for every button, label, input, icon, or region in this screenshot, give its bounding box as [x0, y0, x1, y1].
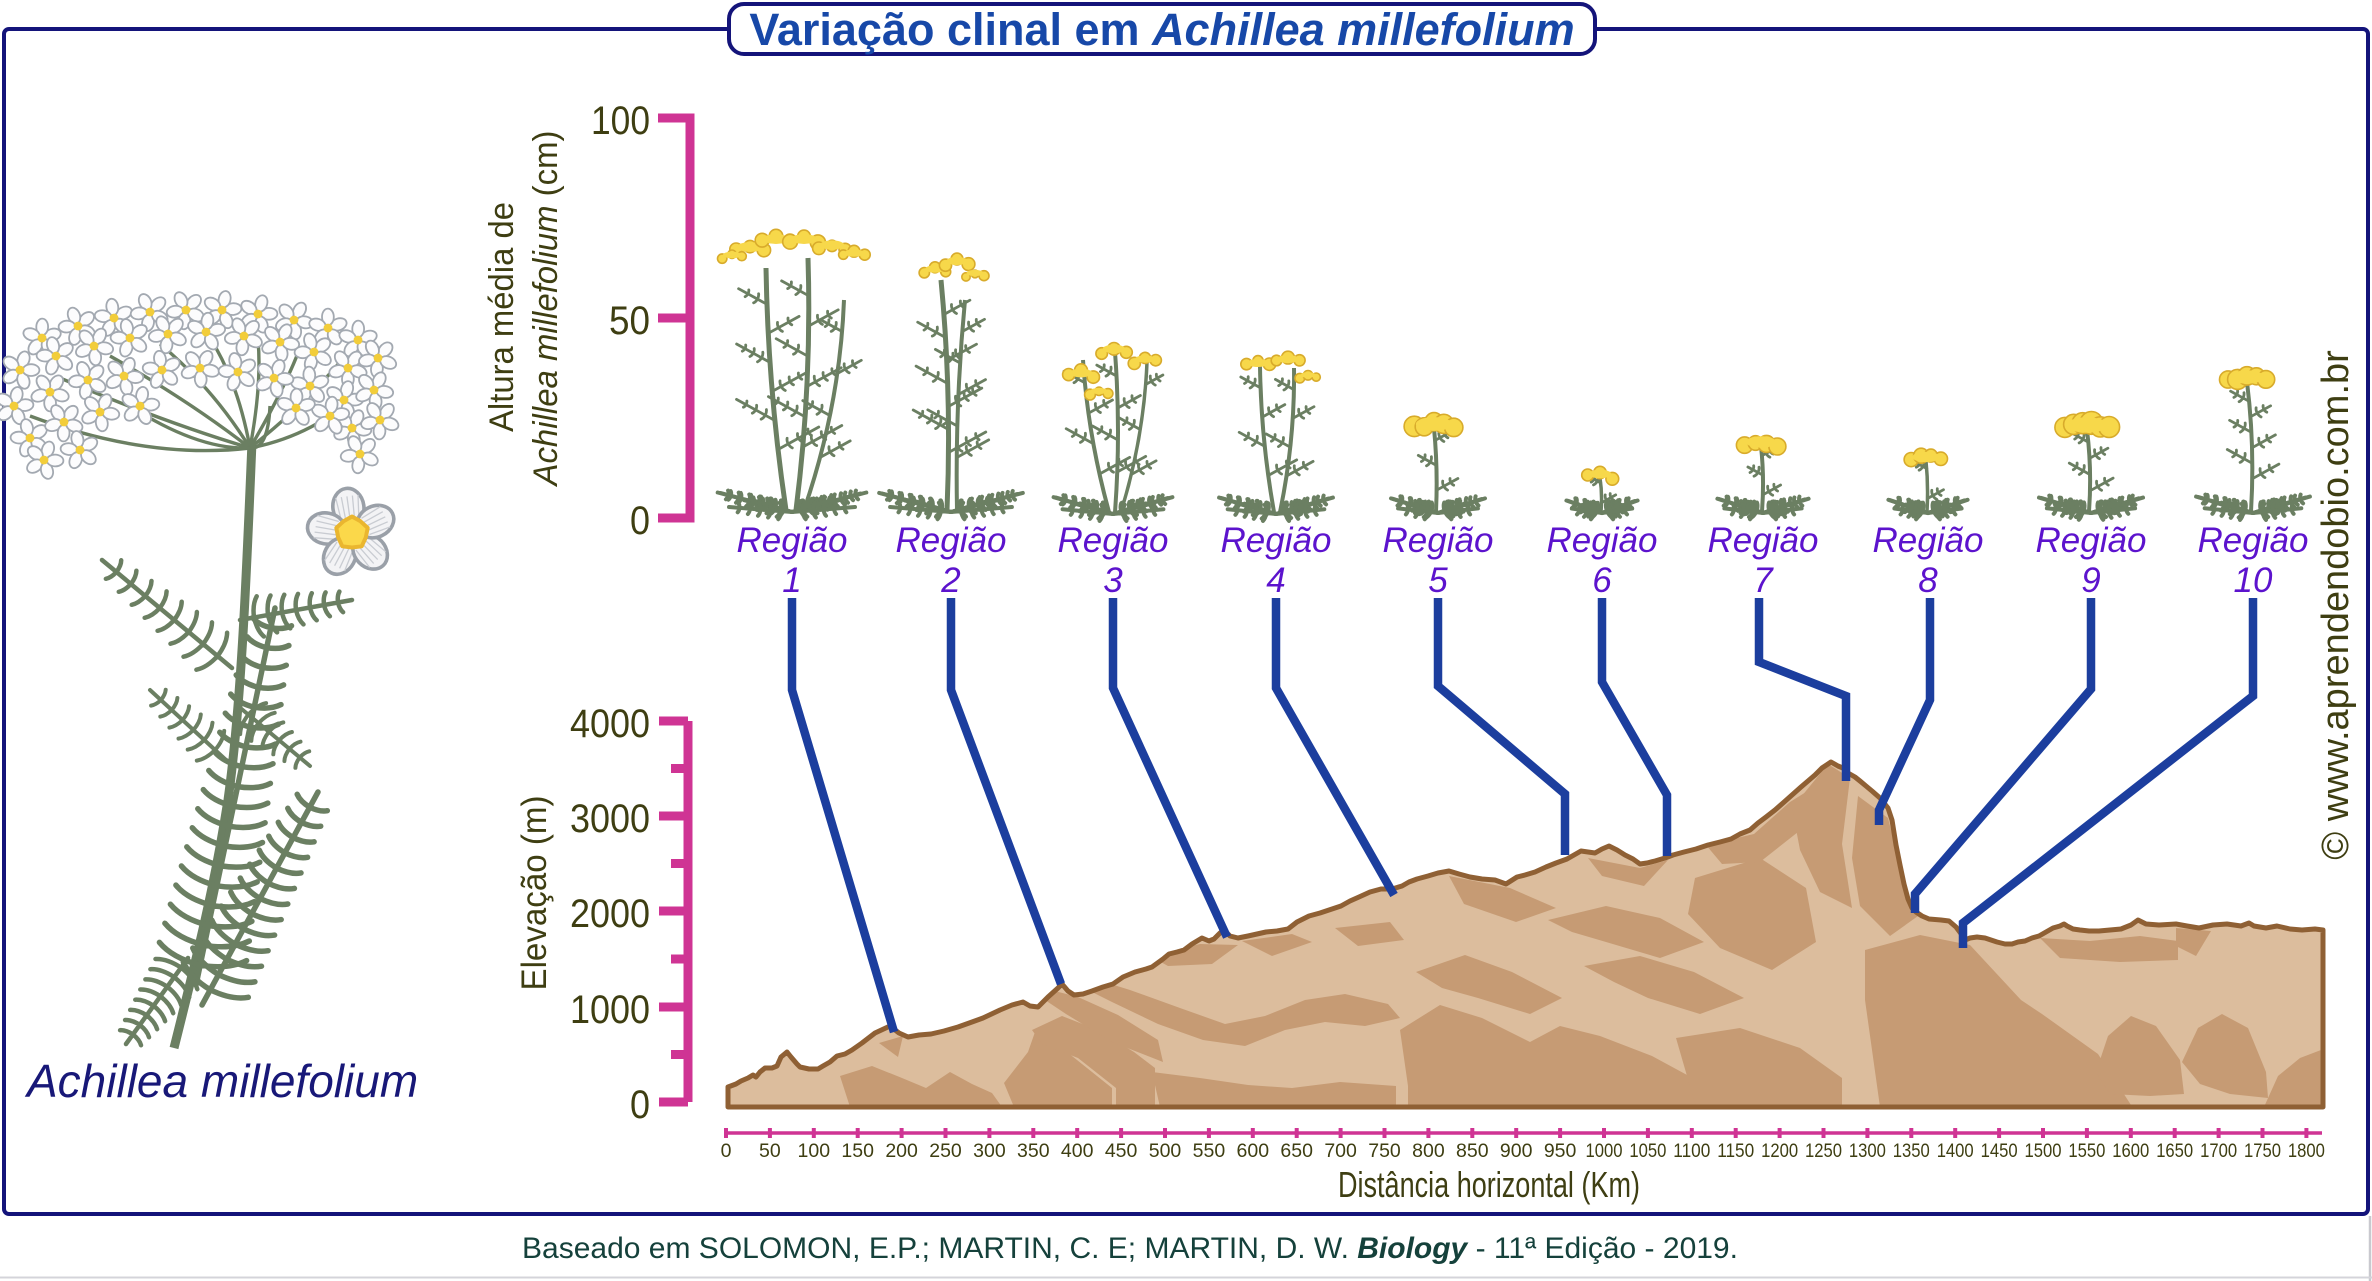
- svg-text:800: 800: [1412, 1140, 1445, 1162]
- svg-text:400: 400: [1061, 1140, 1094, 1162]
- svg-text:950: 950: [1544, 1140, 1577, 1162]
- svg-text:500: 500: [1149, 1140, 1182, 1162]
- svg-text:Região: Região: [2036, 521, 2147, 560]
- svg-text:50: 50: [609, 299, 650, 343]
- svg-text:1800: 1800: [2288, 1140, 2325, 1162]
- svg-text:1000: 1000: [1586, 1140, 1623, 1162]
- svg-text:50: 50: [759, 1140, 781, 1162]
- svg-text:2: 2: [940, 561, 960, 600]
- svg-text:0: 0: [721, 1140, 732, 1162]
- svg-text:650: 650: [1280, 1140, 1313, 1162]
- svg-text:1500: 1500: [2025, 1140, 2062, 1162]
- svg-text:Altura média de: Altura média de: [483, 202, 521, 432]
- svg-text:8: 8: [1918, 561, 1938, 600]
- svg-text:Região: Região: [1873, 521, 1984, 560]
- svg-text:9: 9: [2081, 561, 2100, 600]
- svg-text:Distância horizontal (Km): Distância horizontal (Km): [1338, 1164, 1640, 1205]
- svg-text:10: 10: [2234, 561, 2273, 600]
- svg-text:150: 150: [841, 1140, 874, 1162]
- svg-text:900: 900: [1500, 1140, 1533, 1162]
- svg-text:1200: 1200: [1761, 1140, 1798, 1162]
- svg-text:3: 3: [1103, 561, 1123, 600]
- svg-text:4000: 4000: [570, 702, 650, 746]
- svg-text:1600: 1600: [2112, 1140, 2149, 1162]
- svg-text:Região: Região: [1547, 521, 1658, 560]
- svg-text:1000: 1000: [570, 988, 650, 1032]
- svg-text:1100: 1100: [1673, 1140, 1710, 1162]
- svg-text:250: 250: [929, 1140, 962, 1162]
- svg-text:300: 300: [973, 1140, 1006, 1162]
- svg-text:Baseado em SOLOMON, E.P.; MART: Baseado em SOLOMON, E.P.; MARTIN, C. E; …: [522, 1232, 1738, 1265]
- svg-text:5: 5: [1428, 561, 1448, 600]
- svg-text:550: 550: [1193, 1140, 1226, 1162]
- svg-text:100: 100: [798, 1140, 831, 1162]
- svg-text:750: 750: [1368, 1140, 1401, 1162]
- svg-text:© www.aprendendobio.com.br: © www.aprendendobio.com.br: [2315, 350, 2357, 860]
- svg-text:1350: 1350: [1893, 1140, 1930, 1162]
- svg-text:Achillea millefolium: Achillea millefolium: [24, 1055, 418, 1107]
- svg-text:600: 600: [1237, 1140, 1270, 1162]
- svg-text:0: 0: [630, 499, 650, 543]
- svg-text:1450: 1450: [1981, 1140, 2018, 1162]
- svg-text:1250: 1250: [1805, 1140, 1842, 1162]
- svg-text:2000: 2000: [570, 892, 650, 936]
- svg-text:Região: Região: [737, 521, 848, 560]
- svg-text:Elevação (m): Elevação (m): [515, 796, 554, 991]
- svg-text:Região: Região: [1058, 521, 1169, 560]
- svg-text:1650: 1650: [2156, 1140, 2193, 1162]
- svg-text:Região: Região: [2198, 521, 2309, 560]
- svg-text:700: 700: [1324, 1140, 1357, 1162]
- svg-text:1050: 1050: [1629, 1140, 1666, 1162]
- svg-text:1400: 1400: [1937, 1140, 1974, 1162]
- svg-text:7: 7: [1753, 561, 1774, 600]
- svg-text:100: 100: [591, 99, 650, 143]
- svg-text:850: 850: [1456, 1140, 1489, 1162]
- svg-text:Região: Região: [1221, 521, 1332, 560]
- svg-text:6: 6: [1592, 561, 1612, 600]
- svg-text:1550: 1550: [2068, 1140, 2105, 1162]
- svg-text:450: 450: [1105, 1140, 1138, 1162]
- svg-text:1750: 1750: [2244, 1140, 2281, 1162]
- svg-text:200: 200: [885, 1140, 918, 1162]
- svg-text:1300: 1300: [1849, 1140, 1886, 1162]
- svg-text:350: 350: [1017, 1140, 1050, 1162]
- svg-text:0: 0: [630, 1083, 650, 1127]
- svg-text:Região: Região: [1383, 521, 1494, 560]
- svg-text:Região: Região: [896, 521, 1007, 560]
- svg-text:4: 4: [1266, 561, 1285, 600]
- svg-text:Região: Região: [1708, 521, 1819, 560]
- svg-text:Achillea millefolium (cm): Achillea millefolium (cm): [527, 131, 565, 488]
- svg-text:Variação clinal em Achillea mi: Variação clinal em Achillea millefolium: [749, 4, 1574, 55]
- svg-text:3000: 3000: [570, 797, 650, 841]
- svg-text:1700: 1700: [2200, 1140, 2237, 1162]
- svg-text:1: 1: [782, 561, 801, 600]
- svg-text:1150: 1150: [1717, 1140, 1754, 1162]
